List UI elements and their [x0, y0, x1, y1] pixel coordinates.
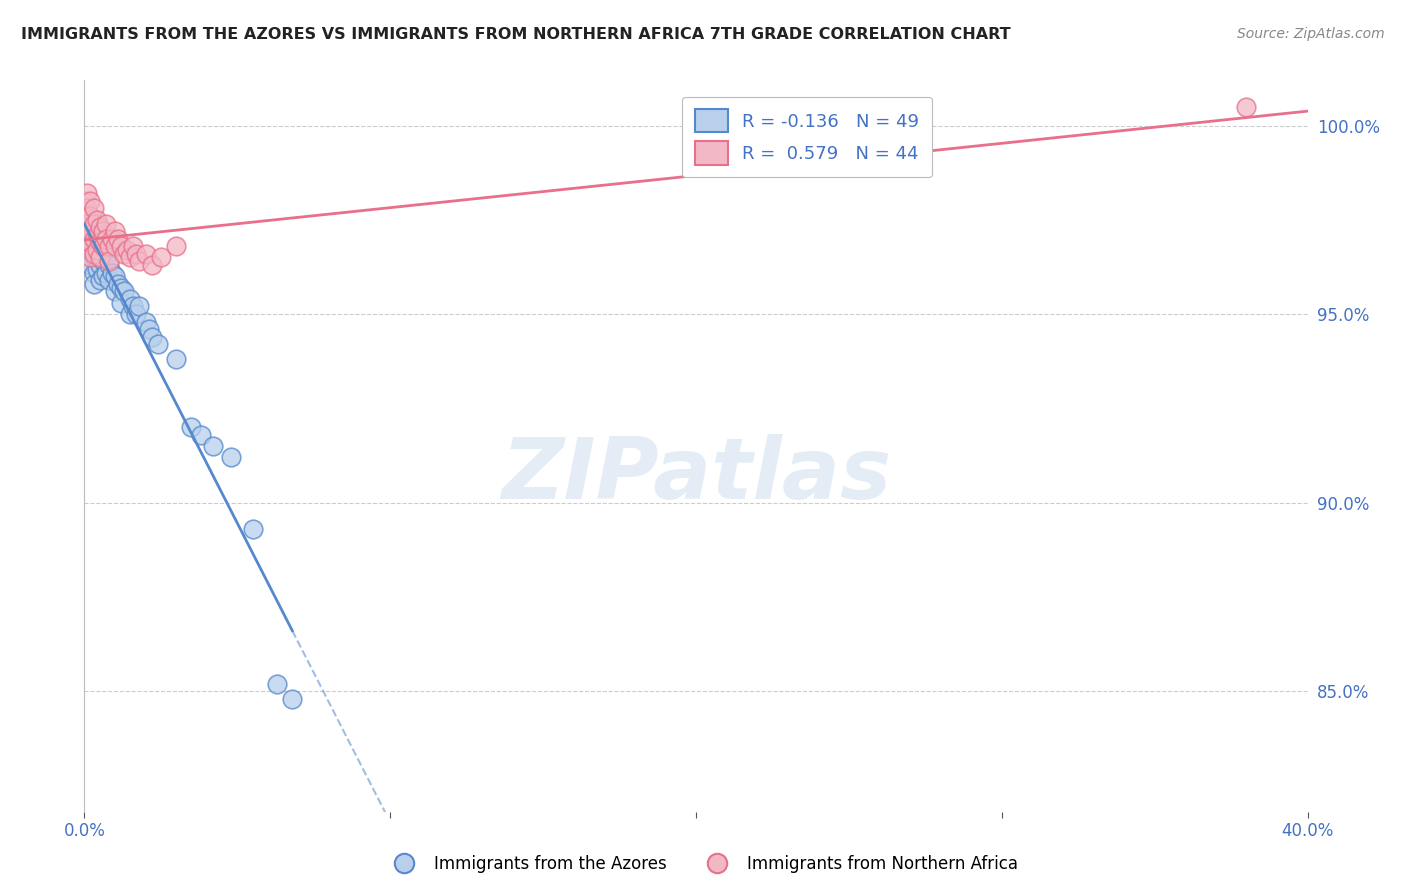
Point	[97, 239, 120, 253]
Point	[266, 676, 288, 690]
Point	[79, 243, 101, 257]
Point	[73, 212, 96, 227]
Point	[76, 235, 98, 250]
Text: ZIPatlas: ZIPatlas	[501, 434, 891, 516]
Point	[101, 232, 124, 246]
Point	[149, 251, 172, 265]
Point	[79, 251, 101, 265]
Point	[97, 273, 120, 287]
Point	[107, 232, 129, 246]
Point	[91, 254, 114, 268]
Point	[122, 300, 145, 314]
Point	[135, 246, 157, 260]
Point	[201, 439, 224, 453]
Point	[104, 269, 127, 284]
Point	[120, 307, 142, 321]
Point	[219, 450, 242, 465]
Point	[79, 239, 101, 253]
Point	[76, 232, 98, 246]
Point	[83, 235, 105, 250]
Point	[89, 251, 111, 265]
Point	[281, 691, 304, 706]
Point	[86, 227, 108, 242]
Point	[83, 202, 105, 216]
Point	[110, 295, 132, 310]
Point	[89, 273, 111, 287]
Point	[86, 243, 108, 257]
Point	[83, 224, 105, 238]
Point	[83, 232, 105, 246]
Text: IMMIGRANTS FROM THE AZORES VS IMMIGRANTS FROM NORTHERN AFRICA 7TH GRADE CORRELAT: IMMIGRANTS FROM THE AZORES VS IMMIGRANTS…	[21, 27, 1011, 42]
Point	[91, 269, 114, 284]
Point	[86, 261, 108, 276]
Point	[73, 239, 96, 253]
Point	[76, 217, 98, 231]
Point	[165, 239, 187, 253]
Point	[1236, 100, 1258, 114]
Point	[125, 307, 148, 321]
Point	[104, 224, 127, 238]
Legend: R = -0.136   N = 49, R =  0.579   N = 44: R = -0.136 N = 49, R = 0.579 N = 44	[682, 96, 932, 178]
Point	[128, 300, 150, 314]
Point	[97, 258, 120, 272]
Point	[83, 277, 105, 291]
Point	[89, 258, 111, 272]
Point	[141, 329, 163, 343]
Point	[242, 522, 264, 536]
Point	[79, 224, 101, 238]
Point	[89, 220, 111, 235]
Point	[107, 277, 129, 291]
Point	[86, 246, 108, 260]
Text: Source: ZipAtlas.com: Source: ZipAtlas.com	[1237, 27, 1385, 41]
Point	[180, 420, 202, 434]
Point	[115, 243, 138, 257]
Point	[146, 337, 169, 351]
Point	[86, 232, 108, 246]
Point	[89, 243, 111, 257]
Point	[83, 251, 105, 265]
Legend: Immigrants from the Azores, Immigrants from Northern Africa: Immigrants from the Azores, Immigrants f…	[381, 848, 1025, 880]
Point	[73, 224, 96, 238]
Point	[94, 217, 117, 231]
Point	[120, 292, 142, 306]
Point	[110, 239, 132, 253]
Point	[91, 239, 114, 253]
Point	[94, 266, 117, 280]
Point	[86, 212, 108, 227]
Point	[122, 239, 145, 253]
Point	[165, 352, 187, 367]
Point	[89, 235, 111, 250]
Point	[76, 202, 98, 216]
Point	[79, 227, 101, 242]
Point	[104, 239, 127, 253]
Point	[73, 212, 96, 227]
Point	[73, 194, 96, 208]
Point	[120, 251, 142, 265]
Point	[135, 315, 157, 329]
Point	[112, 285, 135, 299]
Point	[128, 254, 150, 268]
Point	[94, 251, 117, 265]
Point	[76, 217, 98, 231]
Point	[125, 246, 148, 260]
Point	[79, 209, 101, 223]
Point	[91, 224, 114, 238]
Point	[76, 186, 98, 201]
Point	[112, 246, 135, 260]
Point	[141, 258, 163, 272]
Point	[101, 266, 124, 280]
Point	[97, 254, 120, 268]
Point	[110, 280, 132, 294]
Point	[190, 427, 212, 442]
Point	[83, 217, 105, 231]
Point	[83, 266, 105, 280]
Point	[79, 258, 101, 272]
Point	[104, 285, 127, 299]
Point	[79, 194, 101, 208]
Point	[94, 232, 117, 246]
Point	[83, 246, 105, 260]
Point	[138, 322, 160, 336]
Point	[79, 209, 101, 223]
